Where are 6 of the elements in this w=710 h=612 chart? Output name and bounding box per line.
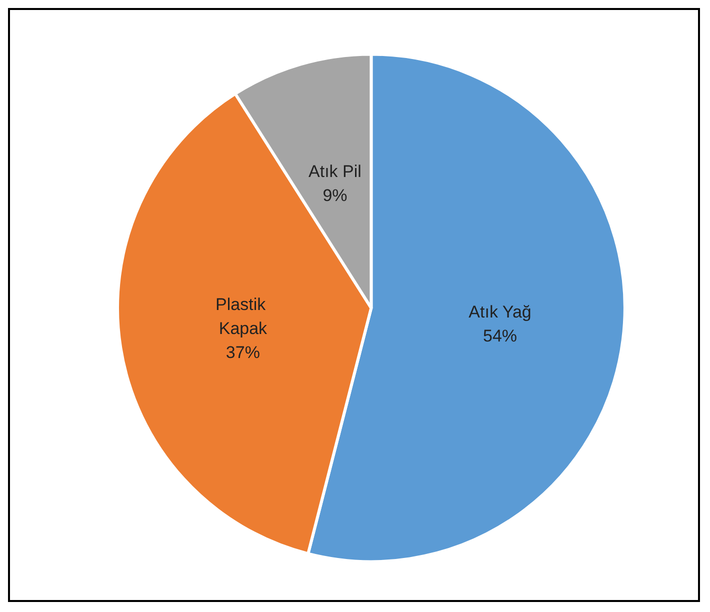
slice-label: Atık Pil (308, 162, 362, 181)
slice-label: Plastik Kapak (216, 294, 270, 338)
slice-label: Atık Yağ (468, 302, 532, 322)
data-label: 37% (226, 342, 260, 362)
data-label: 54% (483, 326, 518, 346)
data-label: 9% (322, 186, 348, 205)
